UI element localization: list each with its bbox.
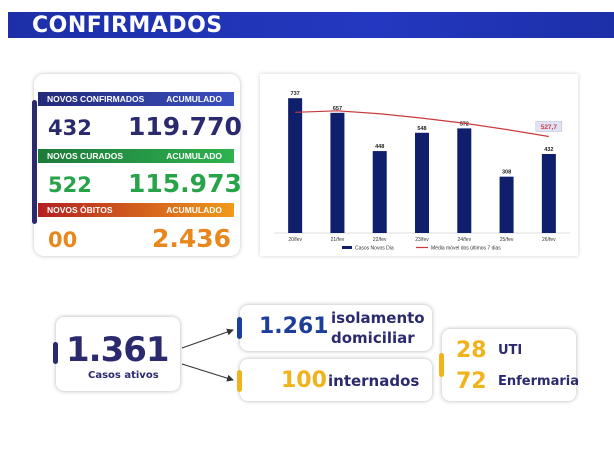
- bar-21/fev: [330, 112, 345, 233]
- legend-bar-swatch: [342, 246, 352, 249]
- bar-25/fev: [499, 176, 514, 233]
- confirmed-label-bar: NOVOS CONFIRMADOS ACUMULADO: [38, 92, 234, 106]
- hospitalized-accent: [237, 370, 242, 392]
- confirmed-new-value: 432: [48, 116, 92, 140]
- isolation-accent: [237, 317, 242, 339]
- recovered-acc-label: ACUMULADO: [166, 151, 222, 161]
- bar-label: 448: [375, 144, 384, 150]
- x-tick-label: 22/fev: [373, 237, 387, 243]
- line-last-label: 527,7: [541, 124, 558, 131]
- arrow-to-hospital: [181, 363, 234, 382]
- confirmed-total-value: 119.770: [128, 112, 242, 141]
- confirmed-label: NOVOS CONFIRMADOS: [47, 94, 145, 104]
- uti-label: UTI: [498, 343, 523, 358]
- isolation-label-line1: isolamento: [331, 309, 425, 327]
- uti-value: 28: [456, 338, 487, 363]
- confirmed-acc-label: ACUMULADO: [166, 94, 222, 104]
- hospitalized-box: [240, 359, 432, 401]
- bar-label: 737: [291, 91, 300, 97]
- hospitalized-label: internados: [328, 372, 420, 390]
- bar-26/fev: [541, 153, 556, 233]
- deaths-label-bar: NOVOS ÓBITOS ACUMULADO: [38, 203, 234, 217]
- x-tick-label: 26/fev: [542, 237, 556, 243]
- bar-label: 308: [502, 170, 511, 176]
- bar-label: 548: [417, 126, 426, 132]
- line-label-box: [535, 121, 563, 132]
- bar-24/fev: [457, 128, 472, 233]
- deaths-new-value: 00: [48, 228, 78, 252]
- isolation-box: [240, 305, 432, 351]
- recovered-label-bar: NOVOS CURADOS ACUMULADO: [38, 149, 234, 163]
- deaths-acc-label: ACUMULADO: [166, 205, 222, 215]
- recovered-total-value: 115.973: [128, 169, 242, 198]
- bar-20/fev: [288, 98, 303, 234]
- enfermaria-label: Enfermaria: [498, 374, 579, 389]
- deaths-total-value: 2.436: [152, 224, 232, 253]
- cases-chart: 737 20/fev 657 21/fev 448 22/fev 548 23/fev 572 2…: [274, 91, 570, 252]
- beds-box: [442, 329, 576, 401]
- bar-23/fev: [415, 132, 429, 233]
- isolation-value: 1.261: [259, 314, 329, 339]
- active-cases-label: Casos ativos: [88, 370, 159, 381]
- deaths-label: NOVOS ÓBITOS: [47, 205, 113, 215]
- recovered-label: NOVOS CURADOS: [47, 151, 124, 161]
- page-title: CONFIRMADOS: [32, 13, 223, 38]
- isolation-label-line2: domiciliar: [331, 329, 415, 347]
- x-tick-label: 20/fev: [288, 237, 302, 243]
- header-banner: CONFIRMADOS: [8, 12, 614, 38]
- beds-accent: [439, 353, 444, 377]
- active-cases-value: 1.361: [66, 330, 170, 370]
- active-cases-box: [56, 317, 180, 391]
- moving-average-line: [295, 110, 549, 138]
- x-tick-label: 24/fev: [457, 237, 471, 243]
- legend-line-label: Média móvel dos últimos 7 dias: [431, 246, 501, 252]
- recovered-new-value: 522: [48, 173, 92, 197]
- x-tick-label: 23/fev: [415, 237, 429, 243]
- enfermaria-value: 72: [456, 369, 487, 394]
- active-accent: [53, 342, 58, 364]
- x-tick-label: 21/fev: [331, 237, 345, 243]
- bar-label: 572: [460, 121, 469, 127]
- bar-label: 432: [544, 147, 553, 153]
- x-tick-label: 25/fev: [500, 237, 514, 243]
- bar-label: 657: [333, 106, 342, 112]
- hospitalized-value: 100: [281, 368, 327, 393]
- bar-22/fev: [372, 151, 387, 233]
- stats-accent-bar: [32, 100, 37, 224]
- arrow-to-isolation: [181, 328, 234, 349]
- legend-bar-label: Casos Novos Dia: [355, 246, 394, 252]
- chart-card: 737 20/fev 657 21/fev 448 22/fev 548 23/fev 572 2…: [260, 74, 578, 256]
